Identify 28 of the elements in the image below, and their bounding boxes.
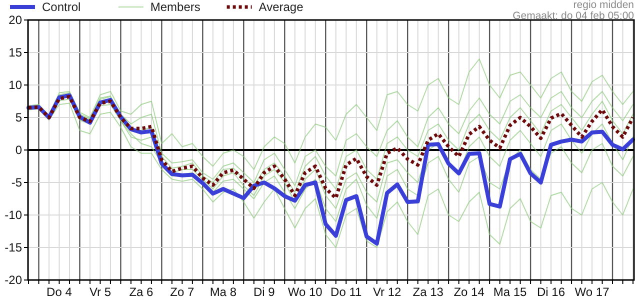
x-tick-label: Wo 17 <box>574 285 610 299</box>
y-tick-label: -20 <box>4 273 22 287</box>
x-tick-label: Za 6 <box>129 285 154 299</box>
x-tick-label: Zo 14 <box>454 285 485 299</box>
x-tick-label: Za 13 <box>412 285 444 299</box>
x-tick-label: Zo 7 <box>170 285 195 299</box>
legend-label: Members <box>150 0 200 14</box>
x-tick-label: Ma 8 <box>210 285 237 299</box>
x-tick-label: Do 11 <box>330 285 362 299</box>
y-tick-label: -15 <box>4 240 22 254</box>
legend-label: Control <box>42 0 81 14</box>
y-tick-label: -5 <box>11 176 22 190</box>
legend-label: Average <box>258 0 304 14</box>
y-tick-label: 20 <box>8 13 22 27</box>
x-tick-label: Di 9 <box>253 285 276 299</box>
annotation: Gemaakt: do 04 feb 05:00 <box>512 10 634 22</box>
y-tick-label: 10 <box>8 78 22 92</box>
x-tick-label: Di 16 <box>537 285 566 299</box>
x-tick-label: Wo 10 <box>288 285 323 299</box>
y-tick-label: 15 <box>8 46 22 60</box>
x-tick-label: Vr 12 <box>372 285 402 299</box>
y-tick-label: 0 <box>15 143 22 157</box>
x-tick-label: Do 4 <box>46 285 72 299</box>
x-tick-label: Ma 15 <box>493 285 528 299</box>
y-tick-label: 5 <box>15 110 22 124</box>
y-tick-label: -10 <box>4 208 22 222</box>
x-tick-label: Vr 5 <box>89 285 112 299</box>
text: regio midden <box>573 0 634 11</box>
